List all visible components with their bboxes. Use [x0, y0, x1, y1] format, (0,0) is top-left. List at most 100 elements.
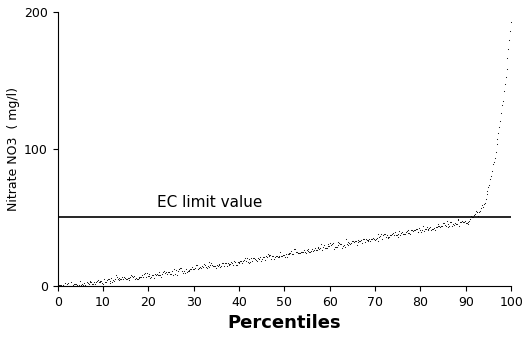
Point [278, 253, 286, 259]
Point [277, 253, 286, 259]
Point [68, 283, 76, 288]
Point [92, 279, 100, 285]
Point [339, 243, 347, 248]
Point [450, 220, 459, 225]
Point [474, 213, 483, 219]
Point [447, 220, 455, 225]
Point [98, 280, 107, 286]
Point [170, 267, 178, 272]
Point [322, 245, 330, 251]
Point [303, 248, 312, 253]
Point [266, 253, 275, 258]
Point [104, 276, 113, 281]
Point [83, 280, 91, 285]
Point [322, 245, 331, 251]
Point [430, 225, 438, 231]
Point [366, 238, 375, 243]
Point [369, 235, 377, 241]
Point [363, 238, 371, 243]
Point [475, 209, 483, 215]
Point [410, 227, 418, 232]
Point [421, 227, 429, 232]
Point [214, 263, 222, 269]
Point [271, 255, 279, 260]
Point [150, 275, 158, 280]
Point [188, 264, 197, 269]
Point [368, 236, 376, 241]
Point [310, 247, 318, 253]
Point [482, 191, 491, 196]
Point [359, 236, 367, 242]
Point [87, 279, 95, 285]
Point [393, 234, 402, 239]
Point [59, 282, 67, 287]
Point [399, 231, 407, 237]
Point [117, 277, 126, 282]
Point [325, 243, 333, 248]
Point [303, 247, 311, 252]
Point [341, 237, 350, 242]
Point [324, 242, 333, 247]
Point [93, 278, 101, 283]
Point [352, 242, 361, 248]
Point [183, 268, 192, 274]
Point [360, 236, 368, 242]
Point [439, 221, 447, 226]
Point [233, 260, 242, 265]
Point [268, 253, 276, 258]
Point [90, 280, 98, 285]
Point [250, 256, 258, 261]
Point [54, 283, 62, 288]
Point [134, 276, 142, 281]
Point [200, 261, 208, 266]
Point [472, 210, 481, 215]
Point [189, 266, 197, 271]
Point [192, 263, 201, 268]
Point [478, 202, 487, 207]
Point [395, 228, 404, 234]
Point [408, 227, 417, 232]
Point [358, 240, 366, 246]
Point [163, 269, 172, 274]
Point [401, 232, 409, 237]
Point [446, 219, 455, 224]
Point [151, 271, 159, 276]
Point [351, 239, 360, 244]
Point [198, 263, 206, 268]
Point [225, 262, 234, 268]
Point [213, 262, 221, 268]
Point [296, 250, 305, 256]
Point [466, 217, 474, 222]
Point [201, 264, 210, 270]
Point [252, 258, 261, 264]
Point [113, 276, 122, 281]
Point [365, 237, 374, 242]
Point [75, 283, 84, 288]
Point [481, 201, 489, 206]
Point [302, 250, 310, 256]
Point [229, 262, 237, 268]
Point [332, 244, 341, 250]
Point [122, 276, 131, 281]
Point [140, 271, 149, 276]
Point [269, 253, 277, 259]
Point [263, 251, 272, 256]
Point [417, 229, 426, 235]
Point [427, 227, 436, 232]
Point [407, 227, 416, 233]
Point [331, 244, 340, 250]
Point [108, 279, 117, 284]
Point [293, 250, 301, 255]
Point [329, 240, 337, 245]
Point [297, 250, 305, 255]
Point [465, 218, 474, 224]
Point [452, 221, 460, 227]
Point [343, 242, 352, 248]
Point [162, 270, 170, 275]
Point [311, 245, 319, 251]
Point [102, 277, 111, 283]
Point [159, 270, 167, 275]
Point [373, 236, 381, 241]
Point [123, 275, 132, 281]
Point [219, 260, 227, 266]
